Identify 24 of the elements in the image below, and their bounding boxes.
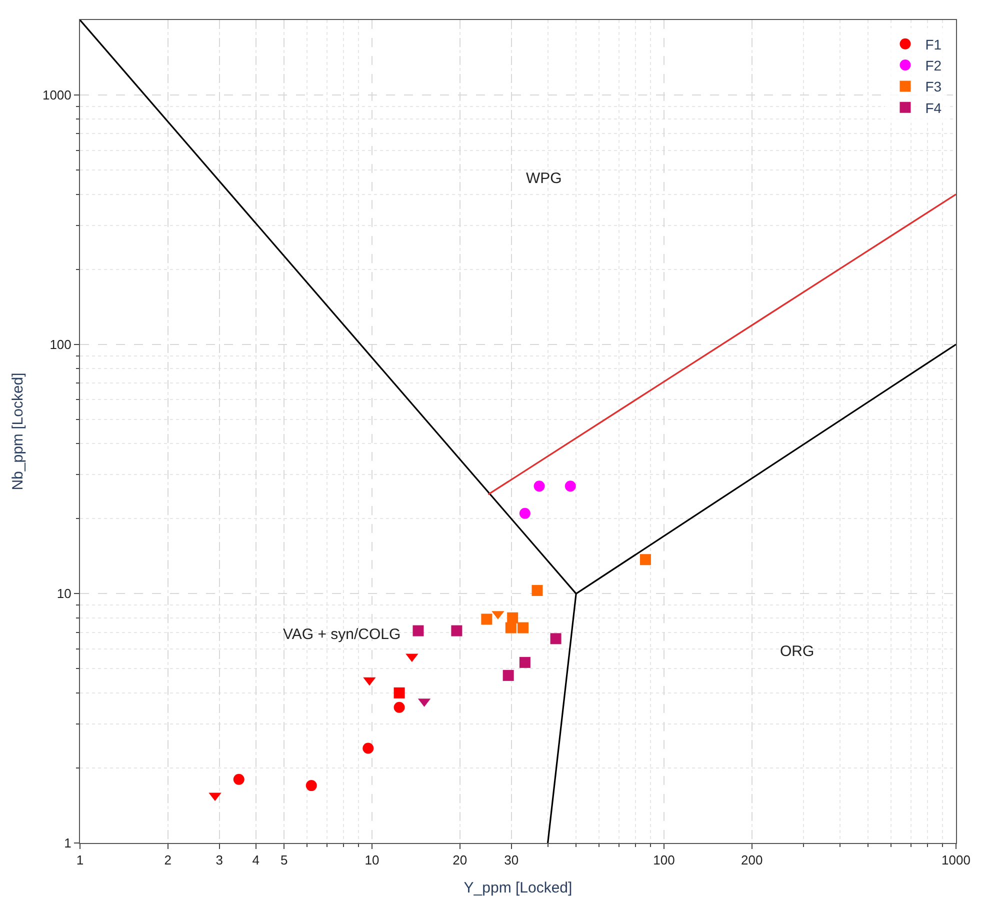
annotation: ORG bbox=[780, 643, 814, 660]
x-axis-title: Y_ppm [Locked] bbox=[464, 880, 572, 897]
y-tick-label: 10 bbox=[56, 586, 72, 602]
x-tick-label: 30 bbox=[504, 852, 519, 868]
legend-label: F3 bbox=[925, 78, 942, 95]
x-tick-label: 5 bbox=[280, 852, 288, 868]
annotation: WPG bbox=[526, 170, 562, 187]
x-tick-label: 2 bbox=[164, 852, 172, 868]
x-tick-label: 200 bbox=[741, 852, 763, 868]
x-tick-label: 3 bbox=[216, 852, 223, 868]
y-tick-label: 1 bbox=[64, 836, 72, 851]
legend-label: F1 bbox=[925, 36, 942, 52]
annotation: VAG + syn/COLG bbox=[283, 626, 401, 643]
y-axis-title: Nb_ppm [Locked] bbox=[10, 372, 27, 490]
x-tick-label: 100 bbox=[653, 852, 675, 868]
x-tick-label: 1000 bbox=[942, 852, 970, 868]
x-tick-label: 4 bbox=[252, 852, 260, 868]
y-tick-label: 1000 bbox=[42, 88, 72, 103]
x-tick-label: 1 bbox=[76, 852, 84, 868]
y-tick-label: 100 bbox=[50, 336, 72, 352]
x-tick-label: 10 bbox=[364, 852, 380, 868]
x-tick-label: 20 bbox=[452, 852, 468, 868]
legend-label: F2 bbox=[925, 57, 942, 74]
legend-label: F4 bbox=[925, 100, 942, 116]
